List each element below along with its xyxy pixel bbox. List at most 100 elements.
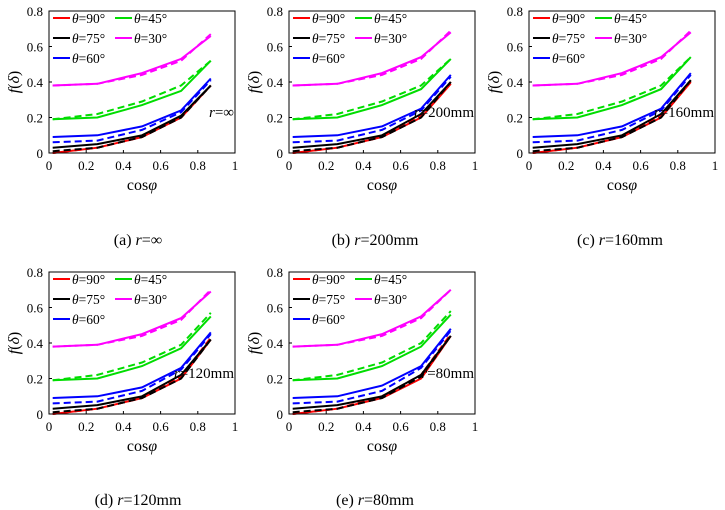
series-line-solid [52,331,212,399]
series-line-dashed [52,59,212,121]
x-tick-label: 0 [46,158,53,173]
y-axis-label: f(δ) [246,332,263,355]
series-line-solid [292,58,452,121]
x-tick-label: 0.8 [670,158,686,173]
y-axis-label: f(δ) [6,332,23,355]
y-tick-label: 0 [277,407,284,422]
legend-label: θ=60° [312,312,345,327]
series-line-solid [52,77,212,138]
legend-label: θ=60° [72,312,105,327]
series-line-solid [292,74,452,138]
series-line-dashed [292,329,452,405]
chart-panel-3: 0 0.2 0.4 0.6 0.8 1 0 0.2 0.4 0.6 0.8 cosφ f(δ) r=120… [6,265,238,509]
radius-annotation: r=200mm [414,105,474,121]
panel-caption: (c) r=160mm [577,232,663,249]
x-tick-label: 0.4 [595,158,612,173]
x-tick-label: 0.2 [318,158,334,173]
series-line-dashed [292,76,452,144]
radius-annotation: r=120mm [174,366,234,382]
x-tick-label: 0.2 [78,158,94,173]
legend-label: θ=75° [552,31,585,46]
x-tick-label: 0.2 [78,419,94,434]
y-tick-label: 0 [37,407,44,422]
series-line-solid [532,56,692,121]
x-tick-label: 0.6 [152,419,169,434]
y-tick-label: 0.8 [267,4,283,19]
y-tick-label: 0.2 [27,372,43,387]
y-tick-label: 0.2 [507,111,523,126]
x-tick-label: 0.4 [115,419,132,434]
legend-label: θ=45° [134,11,167,26]
x-tick-label: 0.6 [392,419,409,434]
series-line-dashed [292,58,452,121]
series-line-solid [292,335,452,410]
series-line-solid [532,79,692,149]
series-line-dashed [52,312,212,382]
x-tick-label: 0.4 [355,419,372,434]
x-axis-label: cosφ [367,177,397,194]
series-line-solid [52,338,212,410]
y-tick-label: 0 [517,146,524,161]
x-tick-label: 0 [286,419,293,434]
legend-label: θ=30° [134,31,167,46]
y-tick-label: 0.6 [507,40,524,55]
series-line-dashed [52,338,212,414]
panel-caption: (b) r=200mm [332,232,419,249]
legend-label: θ=75° [312,31,345,46]
panel-caption: (a) r=∞ [114,232,162,249]
series-line-dashed [52,84,212,153]
chart-panel-1: 0 0.2 0.4 0.6 0.8 1 0 0.2 0.4 0.6 0.8 cosφ f(δ) r=200… [246,4,478,249]
y-tick-label: 0.4 [507,75,524,90]
y-tick-label: 0.6 [27,40,44,55]
x-tick-label: 0.8 [430,158,446,173]
series-line-dashed [292,81,452,153]
radius-annotation: r=∞ [209,105,234,121]
panel-caption: (d) r=120mm [95,492,182,509]
y-tick-label: 0.8 [27,4,43,19]
x-axis-label: cosφ [607,177,637,194]
series-line-dashed [52,289,212,348]
series-line-dashed [52,79,212,144]
y-tick-label: 0.6 [27,301,44,316]
series-line-solid [292,81,452,149]
chart-panel-0: 0 0.2 0.4 0.6 0.8 1 0 0.2 0.4 0.6 0.8 cosφ f(δ) r=∞ θ=… [6,4,238,249]
x-tick-label: 0.8 [190,419,206,434]
series-line-dashed [532,29,692,87]
x-tick-label: 0 [286,158,293,173]
x-tick-label: 1 [232,158,239,173]
legend-label: θ=45° [374,272,407,287]
x-tick-label: 1 [472,419,479,434]
legend-label: θ=45° [134,272,167,287]
chart-panel-4: 0 0.2 0.4 0.6 0.8 1 0 0.2 0.4 0.6 0.8 cosφ f(δ) r=80m… [246,265,478,509]
legend-label: θ=75° [72,31,105,46]
panel-caption: (e) r=80mm [336,492,414,509]
legend-label: θ=60° [312,51,345,66]
legend-label: θ=60° [552,51,585,66]
series-line-solid [532,72,692,138]
x-tick-label: 0.2 [318,419,334,434]
legend-label: θ=90° [72,11,105,26]
y-axis-label: f(δ) [6,71,23,94]
x-axis-label: cosφ [127,177,157,194]
y-tick-label: 0.8 [507,4,523,19]
series-line-dashed [532,79,692,153]
y-tick-label: 0.8 [267,265,283,280]
series-line-solid [52,59,212,121]
series-line-dashed [292,310,452,382]
y-axis-label: f(δ) [486,71,503,94]
series-line-dashed [292,289,452,348]
y-tick-label: 0 [277,146,284,161]
y-axis-label: f(δ) [246,71,263,94]
x-tick-label: 0.8 [430,419,446,434]
legend-label: θ=45° [614,11,647,26]
legend-label: θ=90° [72,272,105,287]
y-tick-label: 0.2 [267,111,283,126]
series-line-solid [292,328,452,399]
series-line-solid [52,315,212,382]
radius-annotation: r=160mm [654,105,714,121]
x-tick-label: 0.4 [355,158,372,173]
legend-label: θ=90° [312,272,345,287]
series-line-dashed [532,74,692,144]
legend-label: θ=90° [312,11,345,26]
x-tick-label: 1 [712,158,719,173]
